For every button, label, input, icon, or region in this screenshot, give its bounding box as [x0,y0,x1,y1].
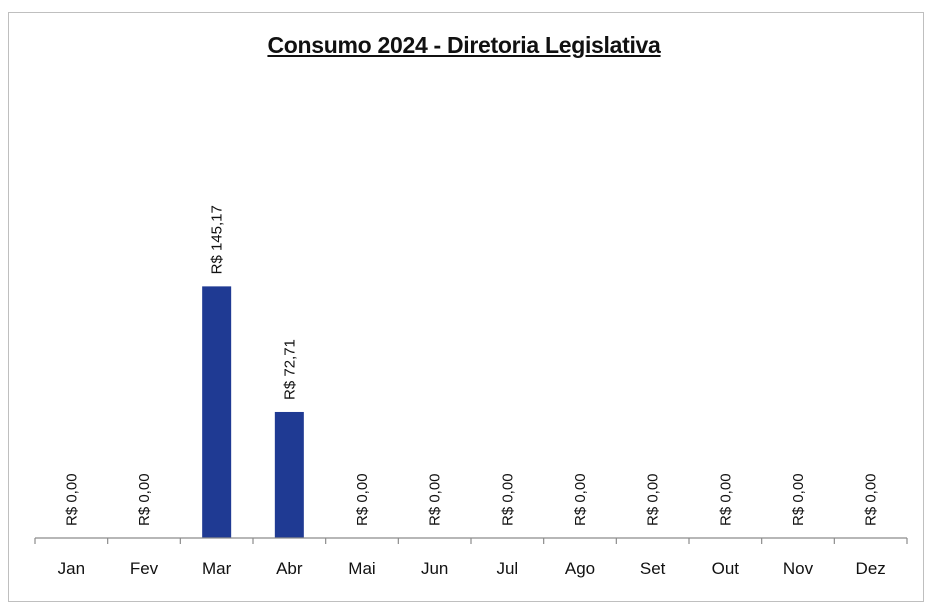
data-label-nov: R$ 0,00 [790,473,807,526]
bar-abr [274,411,304,538]
data-label-group: R$ 0,00 R$ 0,00 R$ 145,17 R$ 72,71 R$ 0,00 R$… [63,205,879,526]
x-tick-label-mar: Mar [202,559,232,578]
x-tick-label-jan: Jan [58,559,85,578]
data-label-ago: R$ 0,00 [572,473,589,526]
x-tick-label-out: Out [712,559,740,578]
data-label-abr: R$ 72,71 [281,339,298,400]
data-label-mar: R$ 145,17 [209,205,226,274]
chart-title: Consumo 2024 - Diretoria Legislativa [267,32,661,58]
bar-group [202,286,304,538]
data-label-dez: R$ 0,00 [863,473,880,526]
data-label-out: R$ 0,00 [717,473,734,526]
x-tick-label-fev: Fev [130,559,159,578]
x-tick-label-nov: Nov [783,559,814,578]
x-tick-label-group: Jan Fev Mar Abr Mai Jun Jul Ago Set Out Nov Dez [58,559,886,578]
x-tick-group [34,538,908,544]
data-label-jun: R$ 0,00 [427,473,444,526]
data-label-mai: R$ 0,00 [354,473,371,526]
x-tick-label-set: Set [640,559,666,578]
bar-mar [202,286,232,538]
x-tick-label-jul: Jul [496,559,518,578]
data-label-jul: R$ 0,00 [499,473,516,526]
data-label-set: R$ 0,00 [645,473,662,526]
x-tick-label-mai: Mai [348,559,375,578]
x-tick-label-dez: Dez [856,559,886,578]
x-tick-label-ago: Ago [565,559,595,578]
data-label-fev: R$ 0,00 [136,473,153,526]
x-tick-label-jun: Jun [421,559,448,578]
chart-frame [8,12,924,602]
data-label-jan: R$ 0,00 [63,473,80,526]
x-tick-label-abr: Abr [276,559,303,578]
